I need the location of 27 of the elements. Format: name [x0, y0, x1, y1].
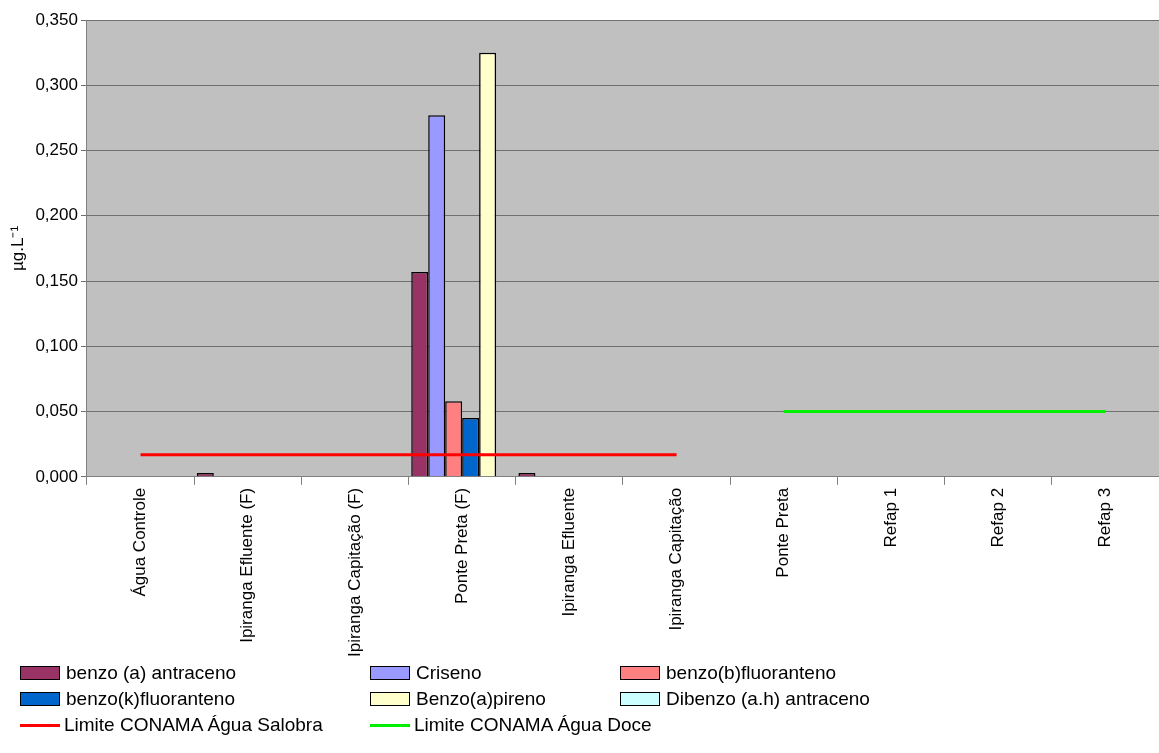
x-tick-label: Ipiranga Capitação: [666, 487, 686, 631]
y-tick-label: 0,350: [35, 9, 78, 29]
x-tick-label: Ponte Preta (F): [451, 487, 471, 605]
y-tick-label: 0,000: [35, 466, 78, 486]
x-tick-label: Ipiranga Efluente (F): [237, 487, 257, 643]
y-tick-label: 0,250: [35, 140, 78, 160]
legend-label: benzo (a) antraceno: [66, 661, 237, 685]
legend-label: benzo(b)fluoranteno: [666, 661, 837, 685]
y-tick-label: 0,050: [35, 401, 78, 421]
legend-label: Dibenzo (a.h) antraceno: [666, 687, 870, 711]
x-tick-label: Ponte Preta: [773, 487, 793, 578]
y-tick-label: 0,200: [35, 205, 78, 225]
x-tick-label: Refap 1: [880, 487, 900, 548]
legend-label: Limite CONAMA Água Doce: [414, 713, 652, 737]
x-tick-label: Água Controle: [130, 487, 150, 597]
x-tick-label: Ipiranga Efluente: [559, 487, 579, 617]
legend-label: benzo(k)fluoranteno: [66, 687, 235, 711]
y-axis-title: µg.L⁻¹: [7, 225, 27, 271]
x-tick-label: Refap 3: [1095, 487, 1115, 548]
legend-label: Limite CONAMA Água Salobra: [64, 713, 323, 737]
y-tick-label: 0,300: [35, 74, 78, 94]
x-tick-label: Ipiranga Capitação (F): [344, 487, 364, 657]
x-tick-label: Refap 2: [987, 487, 1007, 548]
y-tick-label: 0,100: [35, 336, 78, 356]
y-tick-label: 0,150: [35, 270, 78, 290]
legend-label: Criseno: [416, 661, 482, 685]
legend-label: Benzo(a)pireno: [416, 687, 546, 711]
